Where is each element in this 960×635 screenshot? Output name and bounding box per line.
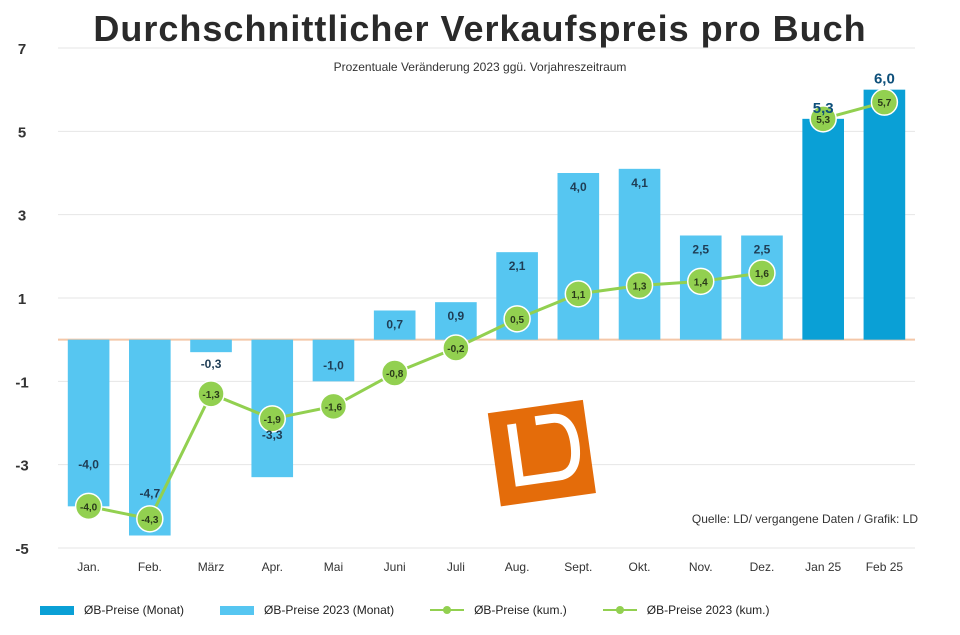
bar-data-label: 2,1 (509, 259, 526, 273)
line-point (197, 380, 225, 408)
line-point (74, 492, 103, 521)
bar (435, 302, 477, 340)
legend-item-line-current: ØB-Preise (kum.) (430, 603, 567, 617)
x-tick-label: Okt. (629, 560, 651, 574)
bar-data-label: 2,5 (754, 243, 771, 257)
bar-data-label: 4,1 (631, 176, 648, 190)
y-tick-label: 5 (18, 124, 26, 141)
line-series (88, 271, 763, 521)
line-point (564, 280, 593, 308)
bar (741, 235, 783, 340)
legend-item-bar-current: ØB-Preise (Monat) (40, 603, 184, 617)
bar (312, 339, 355, 382)
ld-logo (487, 399, 596, 507)
bar (802, 118, 844, 340)
legend-item-bar-prior: ØB-Preise 2023 (Monat) (220, 603, 394, 617)
bar (373, 310, 416, 340)
bar-data-label: 0,9 (448, 309, 465, 323)
x-tick-label: Apr. (262, 560, 283, 574)
chart-title: Durchschnittlicher Verkaufspreis pro Buc… (93, 8, 867, 49)
line-data-label: -1,6 (325, 402, 343, 413)
line-data-label: -1,9 (264, 415, 282, 426)
bar-data-label: -3,3 (262, 428, 283, 442)
bar (557, 173, 600, 340)
line-data-label: -4,3 (141, 515, 159, 526)
legend-swatch-line-prior (602, 603, 637, 617)
legend-label-line-current: ØB-Preise (kum.) (474, 603, 567, 617)
line-data-label: 1,3 (633, 282, 647, 293)
line-point (136, 505, 164, 533)
y-tick-label: 1 (18, 291, 26, 308)
legend-swatch-bar-prior (220, 605, 255, 615)
legend-item-line-prior: ØB-Preise 2023 (kum.) (602, 603, 770, 617)
y-tick-label: -3 (15, 458, 28, 475)
line-data-label: -1,3 (202, 390, 220, 401)
legend-label-line-prior: ØB-Preise 2023 (kum.) (646, 603, 770, 617)
x-tick-label: Feb 25 (866, 560, 904, 574)
legend-label-bar-current: ØB-Preise (Monat) (84, 603, 185, 617)
line-point (442, 334, 470, 362)
x-tick-label: Juli (447, 560, 465, 574)
bar (67, 339, 110, 507)
line-data-label: 0,5 (510, 315, 524, 326)
x-tick-label: Aug. (505, 560, 530, 574)
line-data-label: 5,3 (816, 115, 830, 126)
line-data-label: 1,6 (755, 269, 769, 280)
y-tick-label: 3 (18, 208, 26, 225)
bar-data-label: 4,0 (570, 180, 587, 194)
line-point (748, 259, 776, 287)
line-point (625, 271, 654, 300)
x-tick-label: Jan 25 (805, 560, 841, 574)
chart-subtitle: Prozentuale Veränderung 2023 ggü. Vorjah… (333, 60, 627, 74)
bar-data-label: -4,0 (78, 457, 99, 471)
bar-data-label: -0,3 (201, 357, 222, 371)
bar-data-label: 2,5 (692, 243, 709, 257)
chart-canvas: 7 5 3 1 -1 -3 -5 Jan. Feb. März Apr. Mai Juni Juli Aug… (15, 41, 915, 574)
chart-legend: ØB-Preise (Monat) ØB-Preise 2023 (Monat)… (40, 598, 940, 622)
line-data-label: -0,8 (386, 369, 404, 380)
x-tick-label: März (198, 560, 225, 574)
source-note: Quelle: LD/ vergangene Daten / Grafik: L… (691, 512, 918, 526)
line-data-label: -0,2 (447, 344, 465, 355)
x-tick-label: Jan. (77, 560, 100, 574)
x-tick-label: Nov. (689, 560, 713, 574)
x-tick-label: Sept. (564, 560, 592, 574)
x-tick-label: Juni (384, 560, 406, 574)
y-tick-label: 7 (18, 41, 26, 58)
line-data-label: 1,1 (571, 290, 585, 301)
legend-label-bar-prior: ØB-Preise 2023 (Monat) (264, 603, 395, 617)
bar-data-label: 5,3 (813, 100, 834, 117)
line-data-label: -4,0 (80, 502, 98, 513)
y-tick-label: -1 (15, 374, 28, 391)
bar-data-label: -4,7 (139, 487, 160, 501)
line-point (380, 359, 409, 387)
line-point (809, 105, 837, 133)
line-point (319, 392, 348, 421)
line-point (687, 267, 715, 296)
line-data-label: 5,7 (877, 98, 891, 109)
line-point (258, 405, 286, 433)
line-layer (74, 88, 899, 533)
legend-swatch-line-current (430, 603, 465, 617)
bar (190, 339, 232, 353)
bar-layer (67, 89, 906, 536)
bar (129, 339, 171, 536)
x-tick-label: Dez. (750, 560, 775, 574)
x-tick-label: Feb. (138, 560, 162, 574)
line-data-label: 1,4 (694, 277, 708, 288)
y-tick-label: -5 (15, 541, 28, 558)
line-point (503, 305, 531, 333)
x-tick-label: Mai (324, 560, 343, 574)
bar-data-label: -1,0 (323, 358, 344, 372)
line-point (870, 88, 899, 116)
bar (618, 168, 661, 340)
legend-swatch-bar-current (40, 605, 74, 615)
bar (863, 89, 906, 340)
bar-data-label: 6,0 (874, 71, 895, 88)
bar-data-label: 0,7 (386, 318, 403, 332)
label-layer: -4,0 -4,7 -0,3 -3,3 -1,0 0,7 0,9 2,1 4,0 4,1 2,5 2,… (78, 71, 895, 526)
